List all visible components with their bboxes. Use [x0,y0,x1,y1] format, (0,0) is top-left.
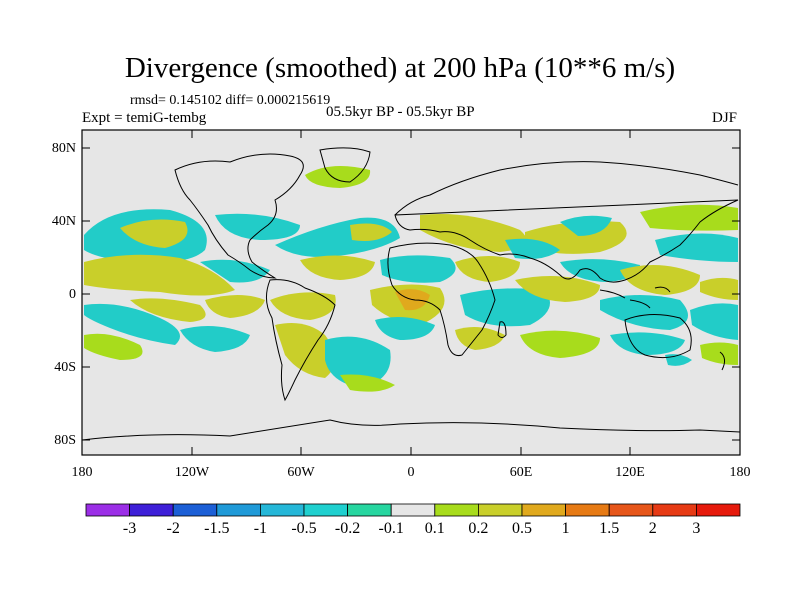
field-patch [455,256,520,282]
colorbar-swatch [608,503,654,517]
lon-label: 120W [174,465,210,480]
lat-label: 40S [54,360,76,375]
divergence-field [84,166,738,392]
field-patch [130,298,206,322]
colorbar-swatch [172,503,218,517]
colorbar-swatch [216,503,261,517]
field-patch [375,316,435,340]
colorbar-label: 0.5 [512,520,532,537]
coastline-madagascar [497,321,507,338]
colorbar-label: 2 [648,520,657,537]
field-patch [420,214,527,252]
colorbar-label: -0.1 [378,520,404,537]
chart-title: Divergence (smoothed) at 200 hPa (10**6 … [124,52,676,84]
colorbar-label: 1.5 [599,520,620,537]
field-patch [560,259,640,282]
colorbar-swatch [390,503,436,517]
coastline-antarctica [81,419,741,441]
coastline-south-america [266,279,336,402]
field-patch [600,295,688,330]
colorbar-swatch [259,503,305,517]
colorbar-label: -1.5 [204,520,230,537]
field-patch [84,333,143,360]
coastline-greenland [319,147,371,183]
field-patch [560,215,612,236]
field-patch [300,255,375,280]
field-patch [380,255,456,283]
colorbar-label: -0.2 [334,520,361,537]
lat-label: 80S [54,433,76,448]
tick-marks [81,130,741,455]
colorbar-swatch [696,503,741,517]
colorbar-swatch [129,503,174,517]
colorbar-swatch [347,503,392,517]
colorbar-swatch [303,503,348,517]
lon-label: 0 [407,465,415,480]
colorbar-swatch [565,503,610,517]
lat-label: 0 [69,287,76,302]
lon-label: 60E [509,465,533,480]
lon-label: 60W [287,465,315,480]
coastline-north-america [174,153,304,279]
coastline-indonesia [599,286,671,309]
field-patch [270,292,336,320]
field-patch [200,259,270,283]
field-patch [305,166,371,188]
colorbar-label: -3 [122,520,137,537]
field-patch [84,254,235,296]
field-patch [520,330,600,358]
lat-label: 80N [51,141,76,156]
coastline-new-zealand [719,351,726,371]
stats-text: rmsd= 0.145102 diff= 0.000215619 [130,93,331,108]
field-patch [515,276,600,302]
lon-label: 180 [729,465,751,480]
colorbar-label: 0.2 [468,520,489,537]
colorbar-swatch [652,503,697,517]
field-patch [205,295,265,318]
colorbar-label: 1 [561,520,570,537]
field-patch [700,277,738,300]
colorbar-label: -2 [166,520,180,537]
lon-label: 180 [71,465,93,480]
colorbar-swatch [521,503,566,517]
coastlines [81,147,741,441]
coastline-australia [624,314,692,359]
colorbar-label: 3 [692,520,701,537]
colorbar-swatch [85,503,130,517]
colorbar-swatch [477,503,523,517]
field-patch [505,238,560,259]
experiment-label: Expt = temiG-tembg [82,110,207,126]
coastline-africa [387,242,496,356]
coastline-eurasia [394,161,739,283]
field-patch [340,374,395,392]
colorbar-label: 0.1 [424,520,445,537]
colorbar-label: -1 [253,520,268,537]
field-patch [120,219,188,248]
season-label: DJF [712,110,738,126]
field-patch [700,342,738,365]
period-label: 05.5kyr BP - 05.5kyr BP [326,104,475,120]
field-patch [180,326,250,352]
field-patch [640,204,738,231]
field-patch [655,233,738,262]
field-patch [215,213,300,240]
lat-label: 40N [51,214,76,229]
field-patch [455,326,505,350]
colorbar-swatch [434,503,479,517]
field-patch [350,223,392,241]
field-patch [84,303,180,345]
colorbar-label: -0.5 [291,520,317,537]
colorbar [85,503,741,517]
field-patch [460,288,550,327]
field-patch [690,303,738,340]
lon-label: 120E [615,465,645,480]
